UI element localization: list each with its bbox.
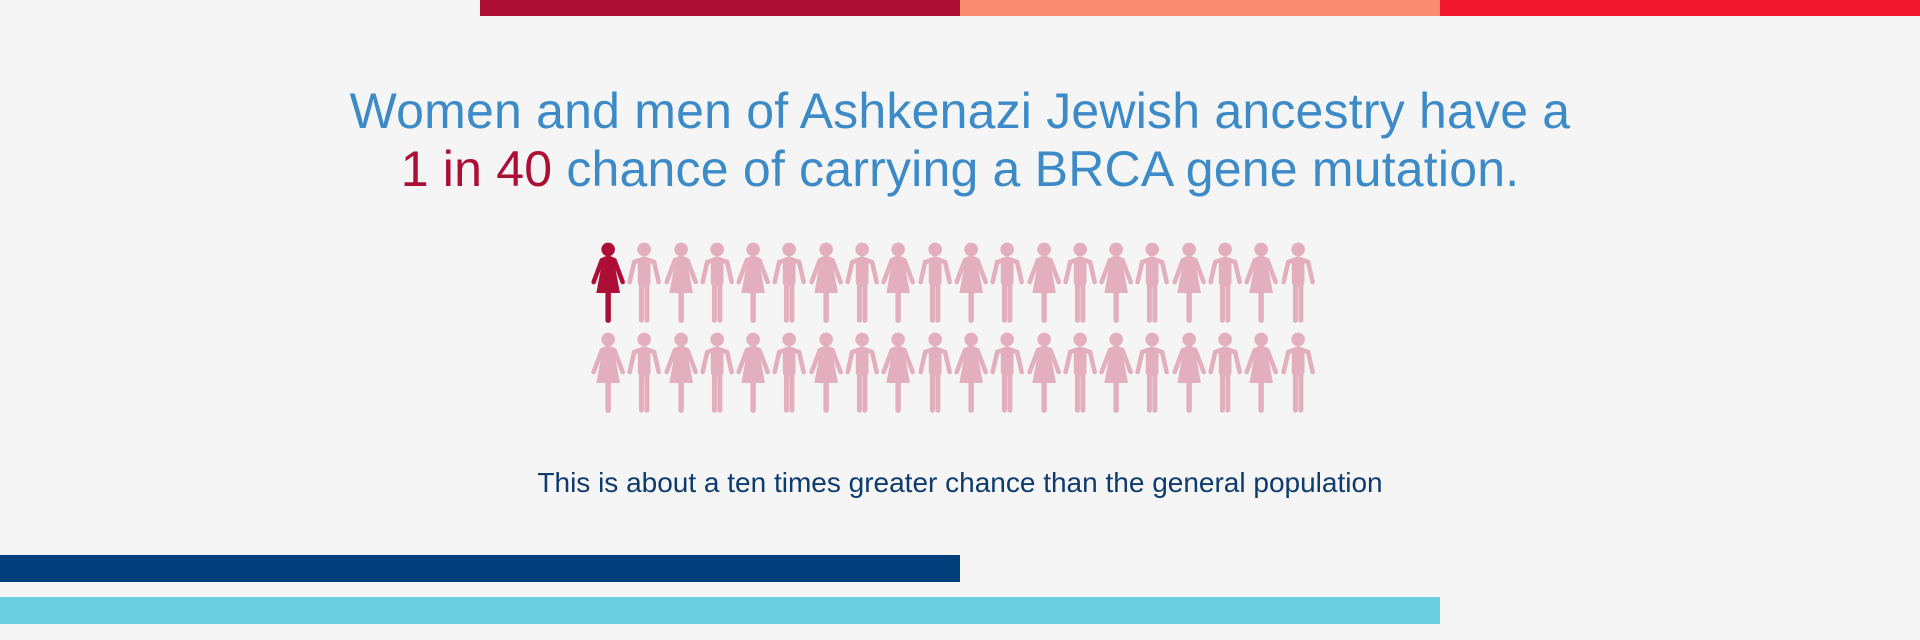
man-icon xyxy=(1063,332,1097,413)
woman-icon xyxy=(1172,332,1206,413)
woman-icon xyxy=(809,332,843,413)
pictogram-row-1 xyxy=(590,238,1330,328)
man-icon xyxy=(990,242,1025,323)
woman-icon xyxy=(1099,332,1134,413)
man-icon xyxy=(845,332,880,413)
man-icon xyxy=(627,242,662,323)
woman-icon xyxy=(736,332,771,413)
woman-icon xyxy=(1172,242,1206,323)
top-accent-bar-salmon xyxy=(960,0,1440,16)
pictogram-row-2 xyxy=(590,328,1330,418)
man-icon xyxy=(1135,332,1170,413)
man-icon xyxy=(1208,242,1242,323)
man-icon xyxy=(627,332,662,413)
woman-icon xyxy=(954,332,988,413)
man-icon xyxy=(990,332,1025,413)
comparison-note: This is about a ten times greater chance… xyxy=(537,467,1383,498)
man-icon xyxy=(700,242,734,323)
bottom-accent-bar-navy xyxy=(0,555,960,582)
man-icon xyxy=(1063,242,1097,323)
woman-icon xyxy=(1244,332,1279,413)
people-pictogram xyxy=(590,238,1330,418)
headline-line-1: Women and men of Ashkenazi Jewish ancest… xyxy=(349,83,1571,139)
man-icon xyxy=(918,242,952,323)
woman-icon xyxy=(663,242,698,323)
woman-icon xyxy=(591,242,625,323)
headline: Women and men of Ashkenazi Jewish ancest… xyxy=(0,82,1920,198)
bottom-accent-bar-cyan xyxy=(0,597,1440,624)
woman-icon xyxy=(1026,332,1061,413)
woman-icon xyxy=(591,332,625,413)
woman-icon xyxy=(1026,242,1061,323)
man-icon xyxy=(918,332,952,413)
man-icon xyxy=(772,242,807,323)
woman-icon xyxy=(954,242,988,323)
man-icon xyxy=(700,332,734,413)
top-accent-bar-crimson xyxy=(480,0,960,16)
man-icon xyxy=(845,242,880,323)
man-icon xyxy=(1281,242,1315,323)
woman-icon xyxy=(1099,242,1134,323)
woman-icon xyxy=(1244,242,1279,323)
woman-icon xyxy=(809,242,843,323)
woman-icon xyxy=(881,332,916,413)
headline-highlight-ratio: 1 in 40 xyxy=(400,141,553,197)
man-icon xyxy=(1281,332,1315,413)
headline-line-2: chance of carrying a BRCA gene mutation. xyxy=(552,141,1520,197)
woman-icon xyxy=(736,242,771,323)
woman-icon xyxy=(881,242,916,323)
man-icon xyxy=(1135,242,1170,323)
man-icon xyxy=(1208,332,1242,413)
woman-icon xyxy=(663,332,698,413)
top-accent-bar-red xyxy=(1440,0,1920,16)
man-icon xyxy=(772,332,807,413)
